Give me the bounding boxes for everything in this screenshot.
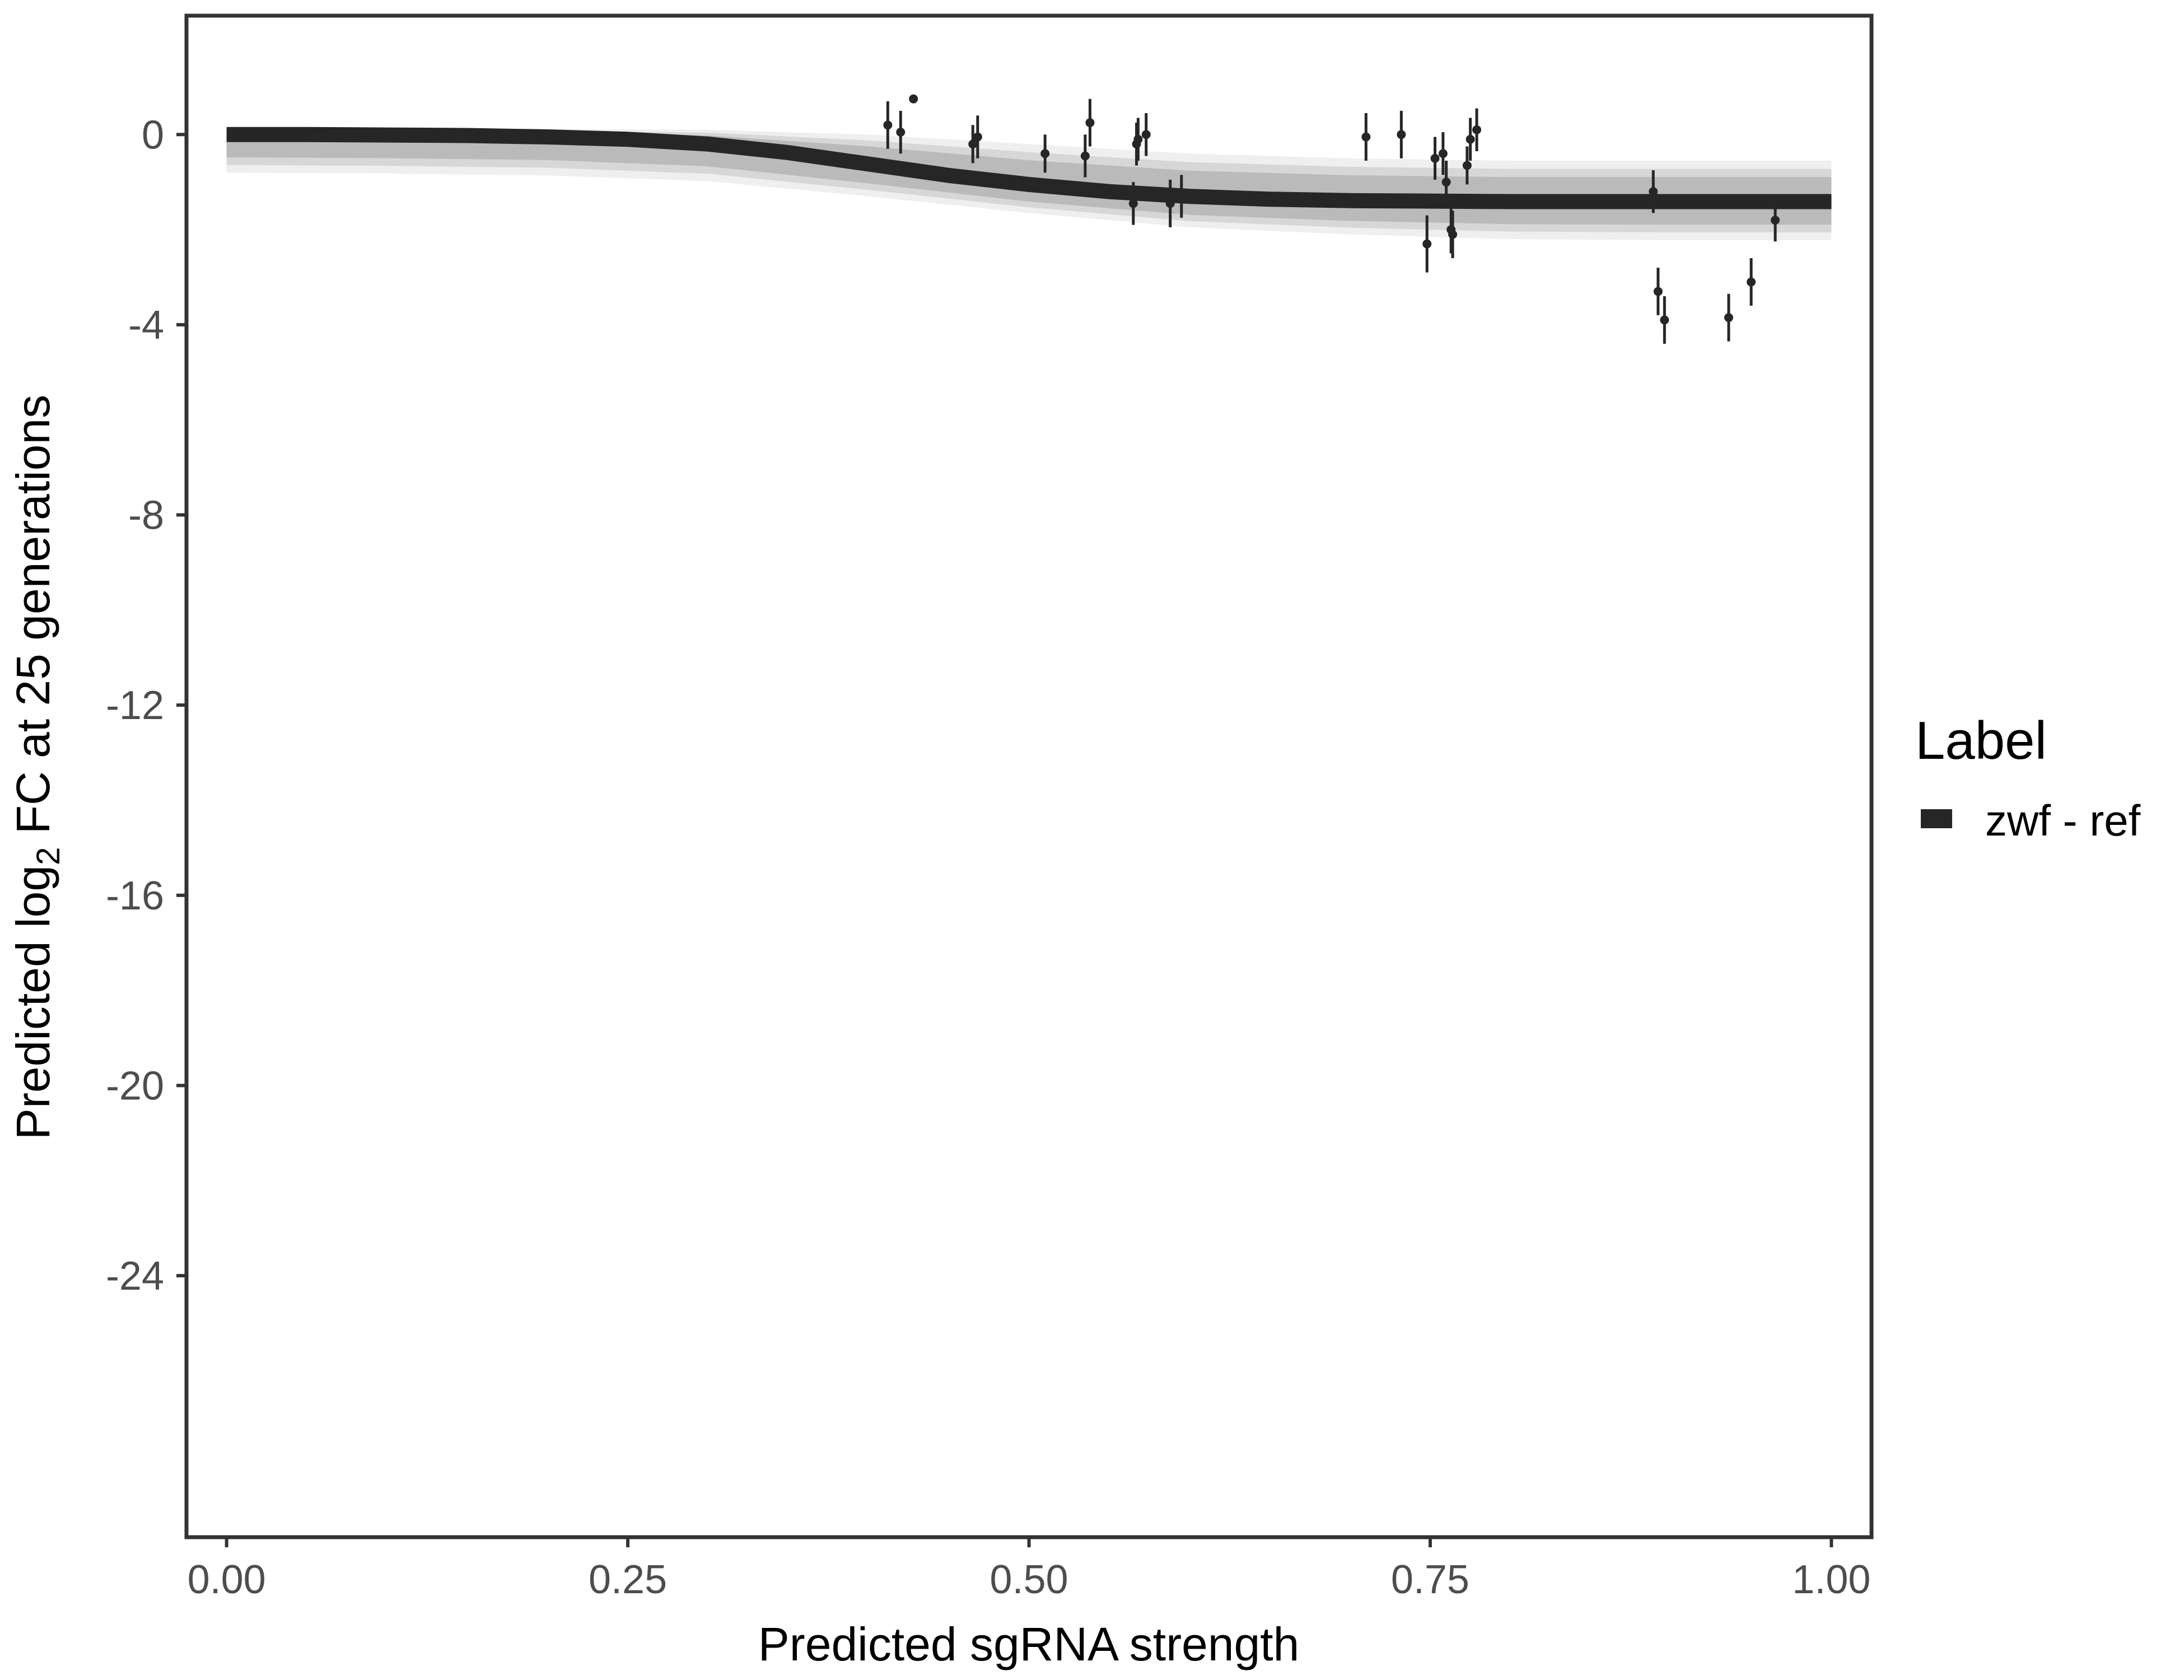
y-tick-label: -24 xyxy=(106,1254,164,1299)
data-point xyxy=(973,132,982,142)
x-tick-label: 0.75 xyxy=(1391,1557,1469,1602)
data-point xyxy=(1361,132,1371,142)
data-point xyxy=(1177,192,1186,201)
x-axis: 0.00 0.25 0.50 0.75 1.00 xyxy=(188,1537,1870,1602)
data-point-group xyxy=(1128,182,1138,225)
data-point xyxy=(1397,130,1406,139)
data-point xyxy=(1141,130,1151,139)
data-point-group xyxy=(1660,296,1669,344)
x-axis-title: Predicted sgRNA strength xyxy=(758,1618,1300,1670)
data-point xyxy=(1133,134,1143,144)
y-tick-label: -8 xyxy=(128,493,164,538)
data-point-group xyxy=(1441,160,1451,204)
data-point xyxy=(883,120,893,130)
x-tick-label: 0.25 xyxy=(589,1557,667,1602)
data-point xyxy=(1441,178,1451,187)
fit-line-zwf-ref xyxy=(226,127,1832,209)
y-axis-title-suffix: FC at 25 generations xyxy=(7,395,59,847)
data-point-group xyxy=(973,115,982,158)
data-point xyxy=(1472,125,1482,134)
data-point xyxy=(1448,230,1458,239)
data-point-group xyxy=(883,101,893,149)
y-tick-label: 0 xyxy=(142,113,164,157)
x-tick-label: 0.50 xyxy=(990,1557,1068,1602)
data-point xyxy=(968,139,978,149)
data-point-group xyxy=(1040,134,1050,173)
legend: Label zwf - ref xyxy=(1915,711,2141,845)
data-point-group xyxy=(1397,110,1406,158)
data-point-group xyxy=(1361,113,1371,161)
data-point xyxy=(1422,239,1432,249)
data-point xyxy=(1724,313,1733,323)
data-point-group xyxy=(909,94,918,104)
y-tick-label: -12 xyxy=(106,683,164,728)
legend-key-zwf-ref xyxy=(1921,809,1952,828)
data-point-group xyxy=(1080,134,1090,178)
data-point-group xyxy=(1438,132,1448,175)
y-axis-title-prefix: Predicted log xyxy=(7,865,59,1140)
data-point-group xyxy=(1422,215,1432,273)
data-point-group xyxy=(1430,137,1440,180)
data-point xyxy=(1040,149,1050,158)
data-point xyxy=(1771,216,1780,225)
data-point xyxy=(1649,187,1658,197)
y-axis-title-subscript: 2 xyxy=(30,847,67,865)
data-point xyxy=(1466,134,1475,144)
data-point xyxy=(1085,118,1095,128)
data-points-layer xyxy=(883,94,1780,344)
data-point-group xyxy=(968,125,978,164)
y-tick-label: -20 xyxy=(106,1063,164,1108)
data-point xyxy=(1438,149,1448,158)
data-point xyxy=(1660,315,1669,325)
data-point-group xyxy=(1141,113,1151,156)
data-point xyxy=(1128,199,1138,208)
data-point-group xyxy=(1472,108,1482,151)
data-point xyxy=(1462,161,1472,170)
y-tick-label: -4 xyxy=(128,303,164,348)
legend-label-zwf-ref: zwf - ref xyxy=(1985,796,2141,845)
data-point-group xyxy=(1448,211,1458,259)
data-point-group xyxy=(1133,118,1143,161)
data-point-group xyxy=(1747,258,1756,306)
legend-title: Label xyxy=(1915,711,2047,771)
data-point-group xyxy=(1653,268,1663,315)
data-point-group xyxy=(1462,146,1472,185)
data-point xyxy=(1430,153,1440,163)
data-point-group xyxy=(896,110,906,154)
y-axis: 0 -4 -8 -12 -16 -20 -24 xyxy=(106,113,186,1299)
x-tick-label: 0.00 xyxy=(188,1557,266,1602)
data-point-group xyxy=(1771,198,1780,242)
data-point-group xyxy=(1085,99,1095,147)
data-point-group xyxy=(1466,118,1475,161)
fit-line-layer xyxy=(226,127,1832,209)
data-point xyxy=(909,94,918,104)
data-point xyxy=(1165,199,1175,208)
data-point xyxy=(1747,277,1756,287)
data-point xyxy=(1080,151,1090,161)
data-point xyxy=(1653,287,1663,296)
data-point-group xyxy=(1649,170,1658,213)
data-point-group xyxy=(1177,175,1186,218)
data-point-group xyxy=(1165,179,1175,227)
data-point xyxy=(896,128,906,137)
data-point-group xyxy=(1724,293,1733,342)
x-tick-label: 1.00 xyxy=(1792,1557,1870,1602)
y-axis-title: Predicted log2 FC at 25 generations xyxy=(7,395,67,1140)
y-tick-label: -16 xyxy=(106,874,164,918)
